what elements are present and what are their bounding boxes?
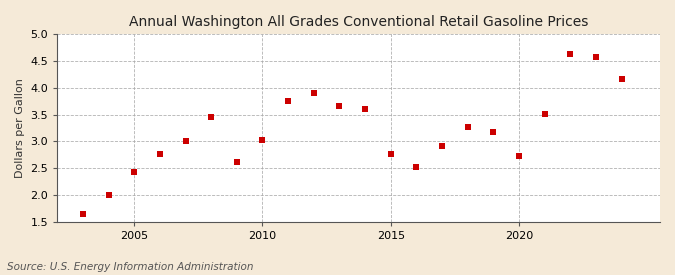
Point	[180, 139, 191, 144]
Point	[411, 164, 422, 169]
Point	[308, 90, 319, 95]
Point	[514, 154, 524, 159]
Point	[257, 138, 268, 142]
Point	[206, 115, 217, 120]
Point	[565, 51, 576, 56]
Point	[334, 103, 345, 108]
Point	[539, 111, 550, 116]
Title: Annual Washington All Grades Conventional Retail Gasoline Prices: Annual Washington All Grades Conventiona…	[129, 15, 589, 29]
Point	[78, 211, 88, 216]
Text: Source: U.S. Energy Information Administration: Source: U.S. Energy Information Administ…	[7, 262, 253, 272]
Point	[462, 125, 473, 130]
Point	[437, 144, 448, 148]
Point	[488, 130, 499, 134]
Point	[360, 107, 371, 111]
Point	[103, 193, 114, 197]
Point	[591, 55, 601, 60]
Point	[129, 170, 140, 174]
Point	[616, 76, 627, 81]
Point	[385, 152, 396, 156]
Point	[283, 98, 294, 103]
Point	[155, 152, 165, 156]
Point	[232, 160, 242, 164]
Y-axis label: Dollars per Gallon: Dollars per Gallon	[15, 78, 25, 178]
